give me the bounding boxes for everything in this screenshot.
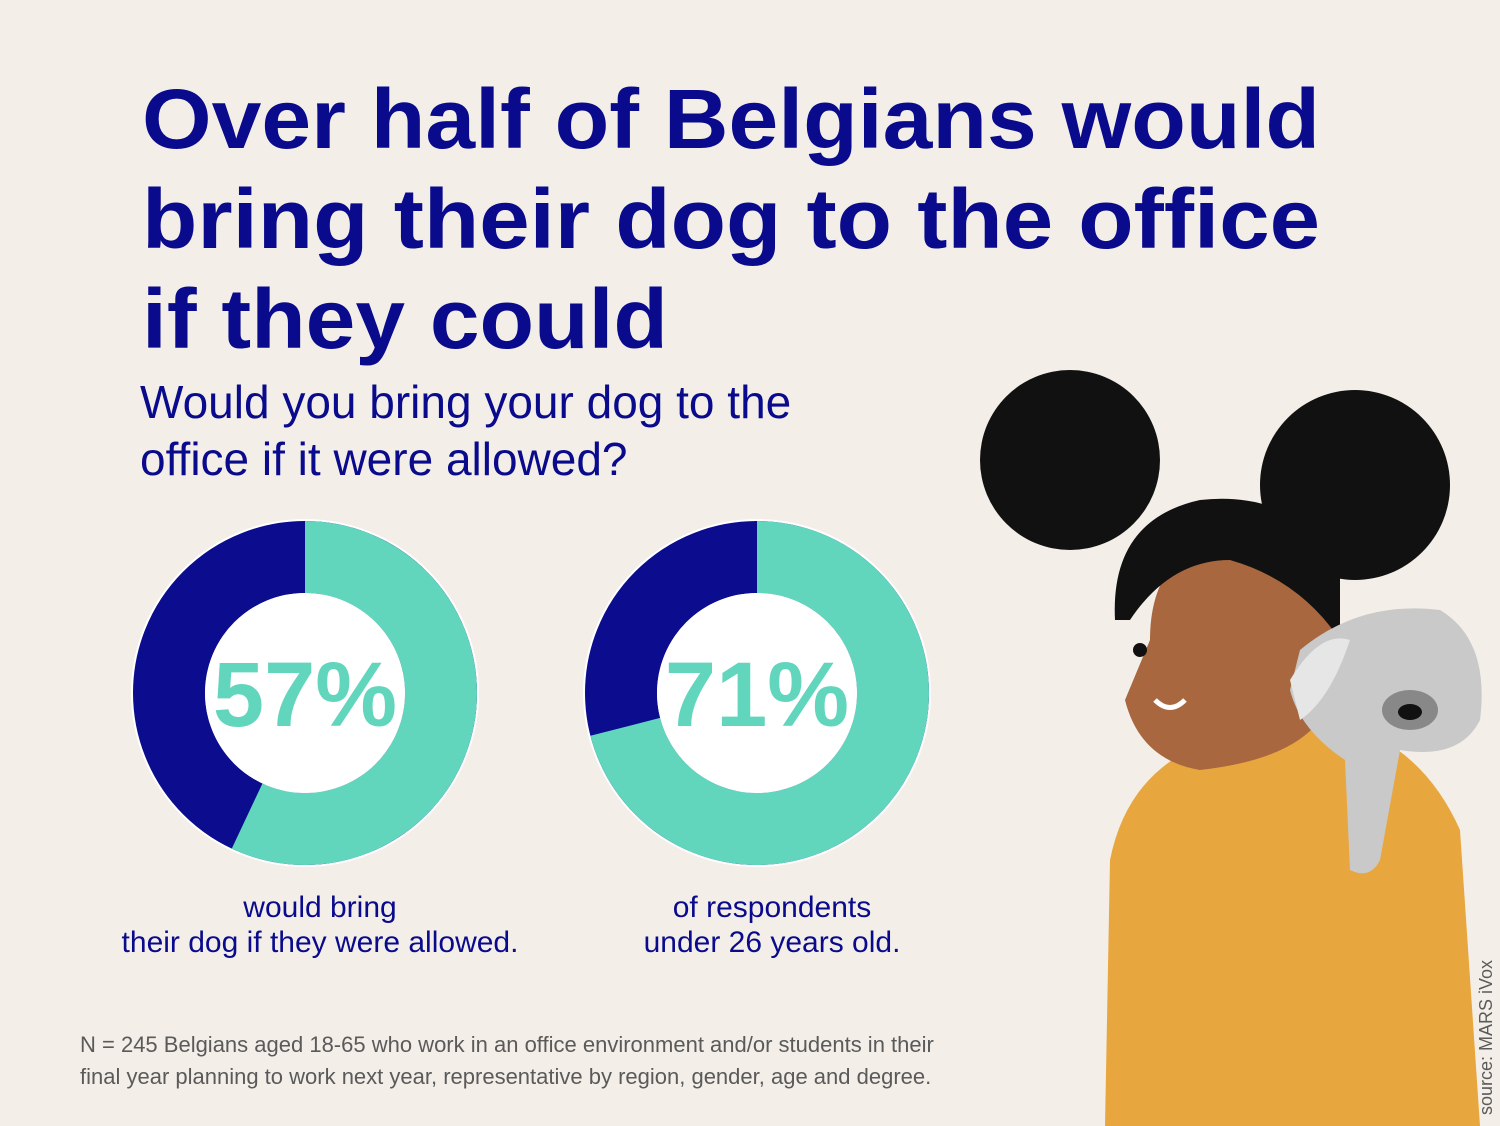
donut-hole <box>657 593 857 793</box>
subtitle: office if it were allowed? <box>140 433 628 485</box>
donut-hole <box>205 593 405 793</box>
donut-segment <box>590 521 929 865</box>
value-label: 71% <box>665 644 849 746</box>
subtitle: Would you bring your dog to the <box>140 376 791 428</box>
sweater <box>1105 720 1480 1126</box>
title: Over half of Belgians would <box>142 72 1320 166</box>
face <box>1125 530 1335 770</box>
caption: their dog if they were allowed. <box>122 926 519 959</box>
dog-nose <box>1398 704 1422 720</box>
footnote: N = 245 Belgians aged 18-65 who work in … <box>80 1032 934 1057</box>
illustration <box>980 370 1482 1126</box>
hair-bun <box>1260 390 1450 580</box>
caption: under 26 years old. <box>644 926 901 959</box>
dog <box>1290 608 1482 874</box>
mouth <box>1153 698 1187 710</box>
caption: would bring <box>242 891 396 924</box>
donut-segment <box>231 521 478 865</box>
dog-ear <box>1290 638 1350 720</box>
hair-bun <box>980 370 1160 550</box>
title: if they could <box>142 272 668 366</box>
source: source: MARS iVox <box>1476 960 1496 1115</box>
caption: of respondents <box>673 891 871 924</box>
eye <box>1133 643 1147 657</box>
value-label: 57% <box>213 644 397 746</box>
footnote: final year planning to work next year, r… <box>80 1064 931 1089</box>
title: bring their dog to the office <box>142 172 1320 266</box>
